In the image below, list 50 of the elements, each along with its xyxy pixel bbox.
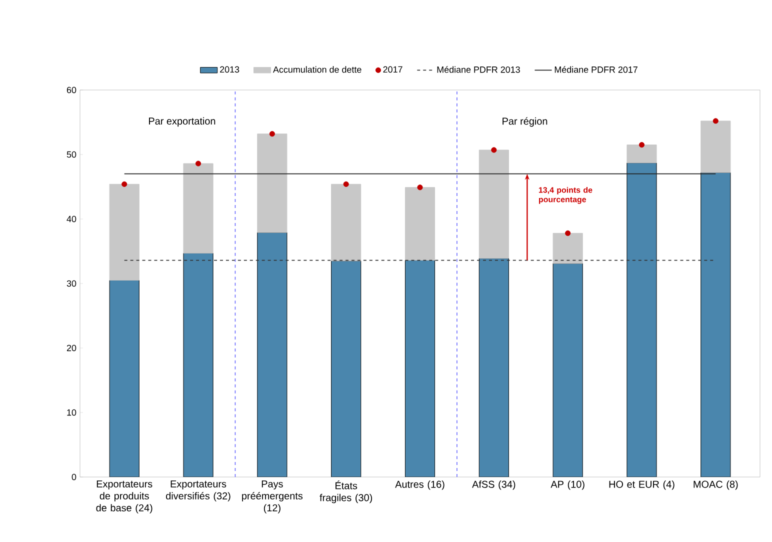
bar (109, 184, 140, 281)
y-tick-label: 60 (66, 86, 76, 94)
bar (183, 163, 214, 254)
bar (331, 184, 362, 262)
bar (331, 260, 362, 477)
x-tick-label: AP (10) (550, 480, 584, 490)
annotation: Par région (502, 117, 548, 127)
x-tick-label: Exportateurs de produits de base (24) (96, 480, 152, 514)
bar (404, 260, 436, 477)
x-tick-label: Pays préémergents (12) (242, 480, 303, 514)
point (491, 147, 497, 153)
x-tick-label: HO et EUR (4) (609, 480, 674, 490)
y-tick-label: 20 (66, 344, 76, 352)
x-tick-label: AfSS (34) (472, 480, 516, 490)
y-tick-label: 10 (67, 409, 76, 416)
bar (478, 258, 509, 477)
x-tick-label: MOAC (8) (694, 480, 738, 490)
annotation: Par exportation (149, 117, 216, 127)
y-tick-label: 40 (66, 216, 76, 222)
bar (626, 162, 657, 477)
legend-label: 2017 (383, 66, 402, 73)
point (269, 131, 275, 137)
y-tick-label: 30 (66, 280, 76, 287)
bar (552, 232, 583, 264)
bar (183, 252, 214, 477)
bar (109, 280, 140, 477)
bar (257, 134, 288, 233)
x-tick-label: Autres (16) (395, 480, 444, 490)
bar (257, 232, 288, 477)
point (343, 181, 349, 187)
legend-label: Accumulation de dette (272, 66, 362, 73)
point (417, 184, 423, 190)
bar (552, 263, 583, 477)
bar (700, 172, 731, 477)
legend-label: Médiane PDFR 2017 (554, 66, 638, 73)
point (712, 118, 718, 124)
legend-label: Médiane PDFR 2013 (437, 66, 520, 73)
bar (700, 120, 731, 173)
point (565, 230, 571, 236)
legend-label: 2013 (220, 66, 240, 73)
y-tick-label: 0 (72, 474, 76, 480)
x-tick-label: États fragiles (30) (320, 480, 372, 504)
bar (478, 150, 509, 259)
point (195, 160, 202, 166)
x-tick-label: Exportateurs diversifiés (32) (166, 480, 230, 502)
bar (626, 144, 657, 164)
bar (404, 187, 436, 261)
point (638, 142, 645, 148)
point (122, 181, 128, 187)
y-tick-label: 50 (66, 151, 76, 158)
